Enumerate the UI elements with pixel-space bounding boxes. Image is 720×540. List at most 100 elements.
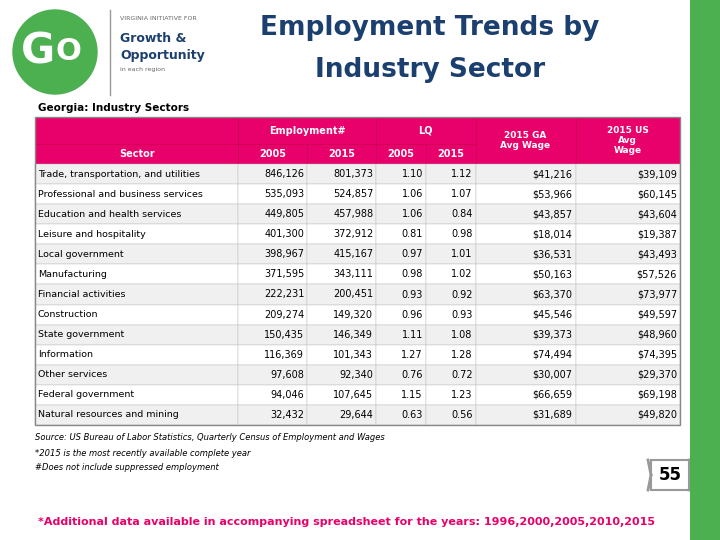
Text: 1.07: 1.07 <box>451 189 472 199</box>
Text: Industry Sector: Industry Sector <box>315 57 545 83</box>
Text: 2005: 2005 <box>387 149 415 159</box>
Bar <box>238 364 307 385</box>
Bar <box>426 224 475 244</box>
Bar <box>475 364 575 385</box>
Text: Georgia: Industry Sectors: Georgia: Industry Sectors <box>38 103 189 113</box>
Text: 0.98: 0.98 <box>451 230 472 239</box>
Text: 209,274: 209,274 <box>264 309 304 320</box>
Text: $69,198: $69,198 <box>637 390 677 400</box>
Bar <box>35 405 238 425</box>
Bar <box>307 224 377 244</box>
Bar <box>575 224 680 244</box>
Bar <box>307 184 377 204</box>
Bar <box>35 285 238 305</box>
Bar <box>238 144 307 164</box>
Bar <box>377 244 426 265</box>
Bar <box>377 325 426 345</box>
Bar <box>238 117 377 144</box>
Bar <box>35 305 238 325</box>
Text: 92,340: 92,340 <box>339 370 373 380</box>
Text: 372,912: 372,912 <box>333 230 373 239</box>
Bar <box>238 265 307 285</box>
Text: #Does not include suppressed employment: #Does not include suppressed employment <box>35 463 219 472</box>
Text: $30,007: $30,007 <box>533 370 572 380</box>
Bar <box>307 405 377 425</box>
Text: 94,046: 94,046 <box>271 390 304 400</box>
Text: Construction: Construction <box>38 310 99 319</box>
Text: 1.06: 1.06 <box>402 209 423 219</box>
Text: 200,451: 200,451 <box>333 289 373 300</box>
Bar <box>575 405 680 425</box>
Text: O: O <box>55 37 81 66</box>
Bar <box>377 285 426 305</box>
Bar <box>35 164 238 184</box>
Text: 1.08: 1.08 <box>451 329 472 340</box>
Bar <box>426 305 475 325</box>
Bar <box>475 285 575 305</box>
Text: $36,531: $36,531 <box>533 249 572 259</box>
Text: 107,645: 107,645 <box>333 390 373 400</box>
Text: 2015 GA
Avg Wage: 2015 GA Avg Wage <box>500 131 551 150</box>
Bar <box>238 184 307 204</box>
Text: $74,494: $74,494 <box>533 350 572 360</box>
Text: Sector: Sector <box>119 149 154 159</box>
Text: $19,387: $19,387 <box>637 230 677 239</box>
Bar <box>426 164 475 184</box>
Text: $49,597: $49,597 <box>637 309 677 320</box>
Bar <box>377 224 426 244</box>
Bar <box>575 385 680 405</box>
Text: 1.02: 1.02 <box>451 269 472 279</box>
Text: Information: Information <box>38 350 93 359</box>
Text: 1.27: 1.27 <box>401 350 423 360</box>
Bar <box>426 385 475 405</box>
Bar <box>307 385 377 405</box>
Text: 55: 55 <box>659 466 682 484</box>
Text: 0.97: 0.97 <box>401 249 423 259</box>
Bar <box>475 325 575 345</box>
Bar <box>238 204 307 224</box>
Text: 457,988: 457,988 <box>333 209 373 219</box>
Bar <box>377 144 426 164</box>
Text: Source: US Bureau of Labor Statistics, Quarterly Census of Employment and Wages: Source: US Bureau of Labor Statistics, Q… <box>35 433 384 442</box>
Text: 0.93: 0.93 <box>402 289 423 300</box>
Bar <box>426 345 475 364</box>
Bar <box>426 244 475 265</box>
Text: 1.23: 1.23 <box>451 390 472 400</box>
Text: 116,369: 116,369 <box>264 350 304 360</box>
Text: $43,604: $43,604 <box>637 209 677 219</box>
Bar <box>377 184 426 204</box>
Text: 0.72: 0.72 <box>451 370 472 380</box>
Bar <box>35 117 238 164</box>
Text: Employment#: Employment# <box>269 125 346 136</box>
Text: *2015 is the most recently available complete year: *2015 is the most recently available com… <box>35 449 251 458</box>
Text: LQ: LQ <box>418 125 433 136</box>
Bar <box>35 204 238 224</box>
Text: Natural resources and mining: Natural resources and mining <box>38 410 179 420</box>
Bar <box>35 144 238 164</box>
Text: Other services: Other services <box>38 370 107 379</box>
Text: 146,349: 146,349 <box>333 329 373 340</box>
Text: $45,546: $45,546 <box>532 309 572 320</box>
Bar <box>426 405 475 425</box>
Bar <box>307 325 377 345</box>
Bar <box>575 265 680 285</box>
Text: $18,014: $18,014 <box>533 230 572 239</box>
Bar <box>307 144 377 164</box>
Text: 401,300: 401,300 <box>264 230 304 239</box>
Text: Growth &: Growth & <box>120 31 186 44</box>
Bar <box>238 405 307 425</box>
Text: 415,167: 415,167 <box>333 249 373 259</box>
Bar <box>575 285 680 305</box>
Text: 0.93: 0.93 <box>451 309 472 320</box>
Text: $31,689: $31,689 <box>533 410 572 420</box>
Text: State government: State government <box>38 330 125 339</box>
Text: $74,395: $74,395 <box>637 350 677 360</box>
Text: Leisure and hospitality: Leisure and hospitality <box>38 230 145 239</box>
Bar <box>307 204 377 224</box>
Bar <box>377 405 426 425</box>
Bar <box>238 385 307 405</box>
Bar <box>377 265 426 285</box>
Text: $41,216: $41,216 <box>533 169 572 179</box>
Bar <box>426 325 475 345</box>
Bar <box>475 345 575 364</box>
